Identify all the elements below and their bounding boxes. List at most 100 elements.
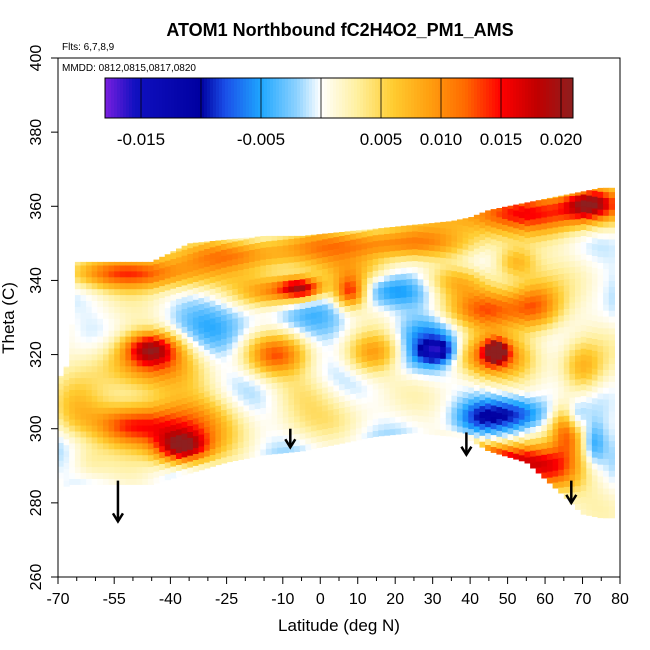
heatmap-cell <box>294 427 301 435</box>
heatmap-cell <box>310 377 318 384</box>
heatmap-cell <box>513 370 520 377</box>
heatmap-cell <box>597 511 604 519</box>
heatmap-cell <box>507 374 514 381</box>
heatmap-cell <box>63 456 70 463</box>
heatmap-cell <box>378 376 385 383</box>
heatmap-cell <box>451 312 458 319</box>
heatmap-cell <box>530 444 537 451</box>
heatmap-cell <box>580 460 587 468</box>
heatmap-cell <box>400 374 407 381</box>
heatmap-cell <box>125 454 132 462</box>
heatmap-cell <box>389 256 396 264</box>
heatmap-cell <box>164 402 171 409</box>
heatmap-cell <box>575 402 582 410</box>
heatmap-cell <box>103 466 110 473</box>
heatmap-cell <box>378 305 385 312</box>
heatmap-cell <box>294 267 301 274</box>
heatmap-cell <box>367 384 374 391</box>
heatmap-cell <box>277 287 284 294</box>
heatmap-cell <box>608 187 615 193</box>
heatmap-cell <box>586 301 593 309</box>
heatmap-cell <box>114 270 121 278</box>
heatmap-cell <box>462 349 469 357</box>
heatmap-cell <box>367 235 374 243</box>
heatmap-cell <box>586 473 593 481</box>
heatmap-cell <box>591 427 599 434</box>
heatmap-cell <box>440 328 447 335</box>
heatmap-cell <box>535 217 542 225</box>
heatmap-cell <box>546 216 554 223</box>
heatmap-cell <box>490 209 497 216</box>
heatmap-cell <box>608 286 615 293</box>
heatmap-cell <box>490 327 497 335</box>
heatmap-cell <box>243 298 250 305</box>
heatmap-cell <box>344 252 351 259</box>
heatmap-cell <box>204 355 211 362</box>
heatmap-cell <box>434 339 441 347</box>
heatmap-cell <box>355 386 363 393</box>
heatmap-cell <box>462 231 469 238</box>
heatmap-cell <box>254 313 261 321</box>
heatmap-cell <box>265 240 273 248</box>
heatmap-cell <box>445 429 452 437</box>
heatmap-cell <box>575 266 582 273</box>
heatmap-cell <box>490 221 497 228</box>
heatmap-cell <box>468 238 475 246</box>
heatmap-cell <box>406 296 413 303</box>
heatmap-cell <box>136 261 143 266</box>
heatmap-cell <box>69 430 76 438</box>
heatmap-cell <box>490 393 497 400</box>
heatmap-cell <box>226 248 233 255</box>
heatmap-cell <box>563 243 570 250</box>
heatmap-cell <box>237 435 244 443</box>
colorbar-segment <box>285 78 289 118</box>
heatmap-cell <box>142 312 149 319</box>
heatmap-cell <box>361 414 368 422</box>
heatmap-cell <box>322 416 329 424</box>
heatmap-cell <box>367 407 374 415</box>
colorbar-segment <box>144 78 148 118</box>
heatmap-cell <box>254 236 261 243</box>
heatmap-cell <box>221 239 228 244</box>
heatmap-cell <box>530 260 537 267</box>
heatmap-cell <box>412 302 419 309</box>
heatmap-cell <box>164 361 171 368</box>
heatmap-cell <box>74 330 82 337</box>
heatmap-cell <box>170 377 177 384</box>
heatmap-cell <box>305 431 312 439</box>
heatmap-cell <box>350 387 357 394</box>
heatmap-cell <box>490 399 497 406</box>
heatmap-cell <box>535 372 542 379</box>
heatmap-cell <box>192 317 200 324</box>
heatmap-cell <box>97 448 104 456</box>
heatmap-cell <box>69 371 76 379</box>
heatmap-cell <box>479 298 486 306</box>
heatmap-cell <box>524 290 531 298</box>
heatmap-cell <box>159 463 166 470</box>
heatmap-cell <box>299 284 306 292</box>
heatmap-cell <box>361 426 368 434</box>
heatmap-cell <box>316 435 323 443</box>
heatmap-cell <box>159 279 166 287</box>
heatmap-cell <box>91 460 98 468</box>
heatmap-cell <box>608 452 615 459</box>
heatmap-cell <box>63 426 70 434</box>
heatmap-cell <box>513 221 520 229</box>
heatmap-cell <box>569 284 576 291</box>
heatmap-cell <box>518 229 525 236</box>
heatmap-cell <box>384 381 391 389</box>
heatmap-cell <box>288 291 295 299</box>
heatmap-cell <box>299 249 306 256</box>
heatmap-cell <box>277 235 284 241</box>
heatmap-cell <box>513 381 520 389</box>
heatmap-cell <box>530 218 537 226</box>
heatmap-cell <box>226 384 233 391</box>
heatmap-cell <box>535 413 542 421</box>
heatmap-cell <box>249 433 256 440</box>
heatmap-cell <box>563 284 570 292</box>
heatmap-cell <box>423 315 430 322</box>
heatmap-cell <box>586 426 593 433</box>
heatmap-cell <box>333 384 340 392</box>
heatmap-cell <box>119 264 126 272</box>
heatmap-cell <box>530 307 537 315</box>
